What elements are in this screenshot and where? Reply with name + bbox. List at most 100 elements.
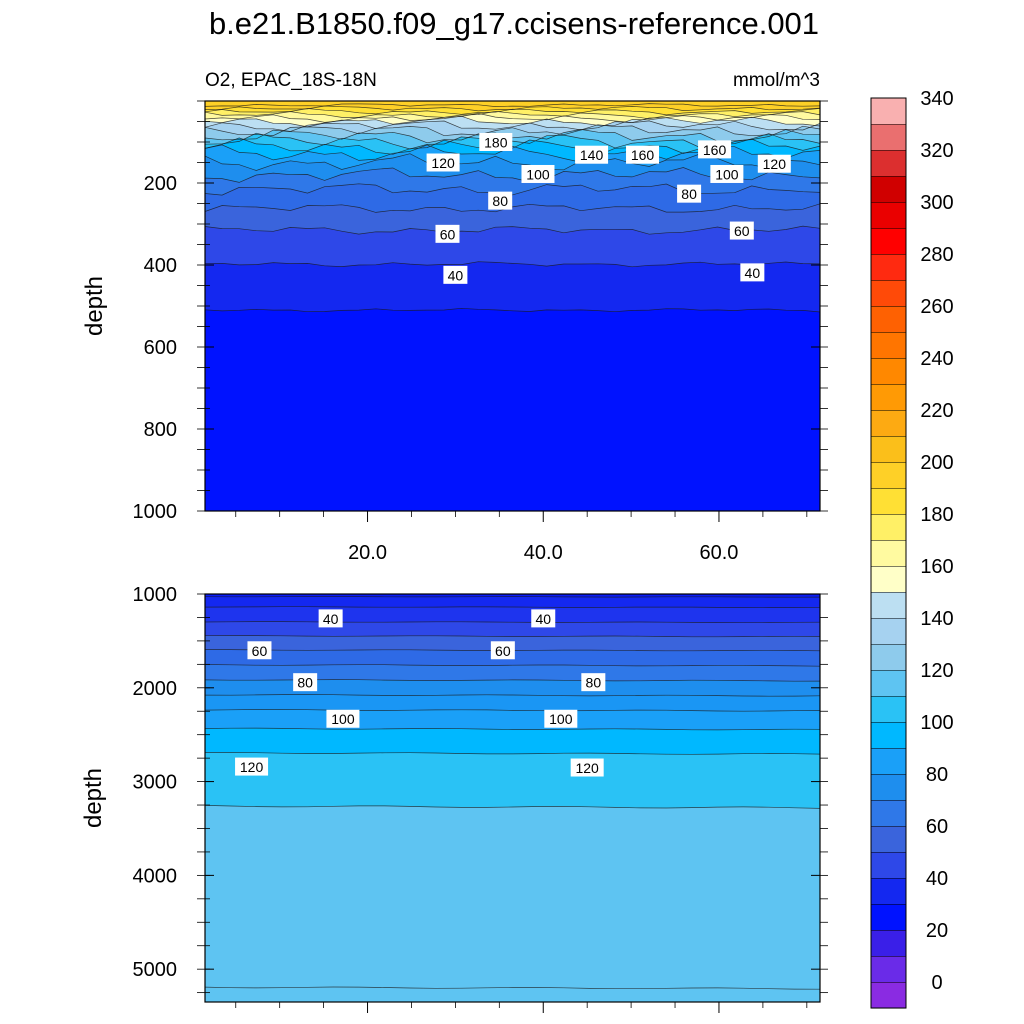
contour-label: 40 (740, 263, 765, 282)
contour-label: 120 (757, 154, 791, 173)
svg-text:40: 40 (745, 265, 761, 281)
svg-text:60: 60 (495, 643, 511, 659)
colorbar-label: 0 (931, 972, 942, 994)
contour-label: 80 (488, 191, 513, 210)
contour-line (204, 103, 821, 107)
colorbar-swatch (870, 669, 907, 697)
contour-line (205, 752, 821, 755)
colorbar-swatch (870, 305, 907, 333)
colorbar-swatch (870, 929, 907, 957)
colorbar-swatch (870, 851, 907, 879)
contour-label: 80 (677, 184, 702, 203)
upper-contour-labels: 180 120 140 160 160 120 100 100 80 80 60 60 40 40 (426, 133, 791, 284)
x-tick-label: 60.0 (699, 542, 738, 564)
upper-panel: O2, EPAC_18S-18N mmol/m^3 180 120 140 160 16… (81, 70, 828, 564)
svg-text:120: 120 (240, 759, 264, 775)
contour-label: 180 (479, 133, 513, 151)
colorbar-label: 60 (926, 816, 948, 838)
contour-line (204, 635, 821, 638)
contour-label: 60 (435, 224, 460, 243)
lower-panel: 40 40 60 60 80 80 100 100 120 120 1000 2000 3000 400… (80, 584, 828, 1013)
contour-label: 100 (326, 709, 360, 728)
colorbar-label: 340 (920, 88, 953, 110)
colorbar-swatch (870, 903, 907, 931)
x-tick-label: 40.0 (524, 542, 563, 564)
colorbar-swatch (870, 149, 907, 177)
colorbar-swatch (870, 409, 907, 437)
y-tick-label: 4000 (133, 865, 178, 887)
colorbar-label: 140 (920, 608, 953, 630)
svg-text:100: 100 (715, 166, 739, 182)
colorbar-label: 280 (920, 244, 953, 266)
colorbar: 0 20 40 60 80 100 120 140 160 180 200 220 240 260 280 3… (870, 88, 954, 1009)
colorbar-swatch (870, 721, 907, 749)
svg-text:180: 180 (484, 135, 508, 151)
contour-line (204, 183, 821, 196)
y-tick-label: 1000 (133, 584, 178, 606)
colorbar-label: 240 (920, 348, 953, 370)
contour-line (204, 261, 821, 268)
colorbar-swatch (870, 539, 907, 567)
upper-contour-lines (204, 103, 821, 313)
svg-text:160: 160 (631, 147, 655, 163)
lower-y-axis-label: depth (80, 768, 107, 828)
y-tick-label: 3000 (133, 772, 178, 794)
contour-line (204, 153, 821, 171)
colorbar-swatch (870, 617, 907, 645)
svg-text:40: 40 (323, 611, 339, 627)
contour-label: 40 (531, 609, 556, 628)
colorbar-swatch (870, 331, 907, 359)
colorbar-label: 120 (920, 660, 953, 682)
contour-line (204, 727, 821, 731)
colorbar-swatch (870, 643, 907, 671)
colorbar-swatch (870, 97, 907, 125)
contour-line (204, 805, 821, 809)
svg-text:160: 160 (703, 142, 727, 158)
contour-line (204, 105, 821, 112)
x-tick-label: 20.0 (348, 542, 387, 564)
contour-line (204, 108, 821, 116)
upper-y-axis-label: depth (81, 276, 108, 336)
svg-text:60: 60 (734, 223, 750, 239)
colorbar-swatch (870, 981, 907, 1009)
svg-text:80: 80 (297, 675, 313, 691)
colorbar-label: 300 (920, 192, 953, 214)
svg-text:100: 100 (549, 711, 573, 727)
y-tick-label: 200 (144, 173, 177, 195)
contour-line (204, 709, 821, 712)
y-tick-label: 1000 (133, 501, 178, 523)
upper-variable-label: O2, EPAC_18S-18N (205, 70, 377, 91)
contour-label: 120 (235, 757, 269, 776)
svg-text:120: 120 (763, 156, 787, 172)
y-tick-label: 400 (144, 255, 177, 277)
svg-text:100: 100 (526, 166, 550, 182)
contour-label: 80 (581, 673, 606, 692)
contour-line (204, 111, 821, 120)
svg-text:80: 80 (681, 186, 697, 202)
colorbar-swatch (870, 175, 907, 203)
colorbar-swatch (870, 383, 907, 411)
y-tick-label: 800 (144, 419, 177, 441)
contour-line (204, 596, 821, 598)
contour-line (204, 606, 821, 608)
contour-label: 100 (544, 709, 578, 728)
colorbar-swatch (870, 435, 907, 463)
lower-contour-lines (204, 596, 821, 990)
svg-text:60: 60 (440, 226, 456, 242)
contour-band (205, 805, 820, 1002)
colorbar-swatch (870, 747, 907, 775)
svg-text:80: 80 (586, 675, 602, 691)
colorbar-swatch (870, 773, 907, 801)
contour-label: 100 (521, 164, 555, 183)
contour-line (204, 621, 821, 624)
colorbar-swatch (870, 487, 907, 515)
y-tick-label: 2000 (133, 678, 178, 700)
colorbar-swatch (870, 799, 907, 827)
upper-units-label: mmol/m^3 (733, 70, 820, 91)
svg-text:60: 60 (252, 643, 268, 659)
contour-label: 120 (570, 758, 604, 777)
svg-text:40: 40 (448, 267, 464, 283)
colorbar-swatch (870, 227, 907, 255)
y-tick-label: 600 (144, 337, 177, 359)
